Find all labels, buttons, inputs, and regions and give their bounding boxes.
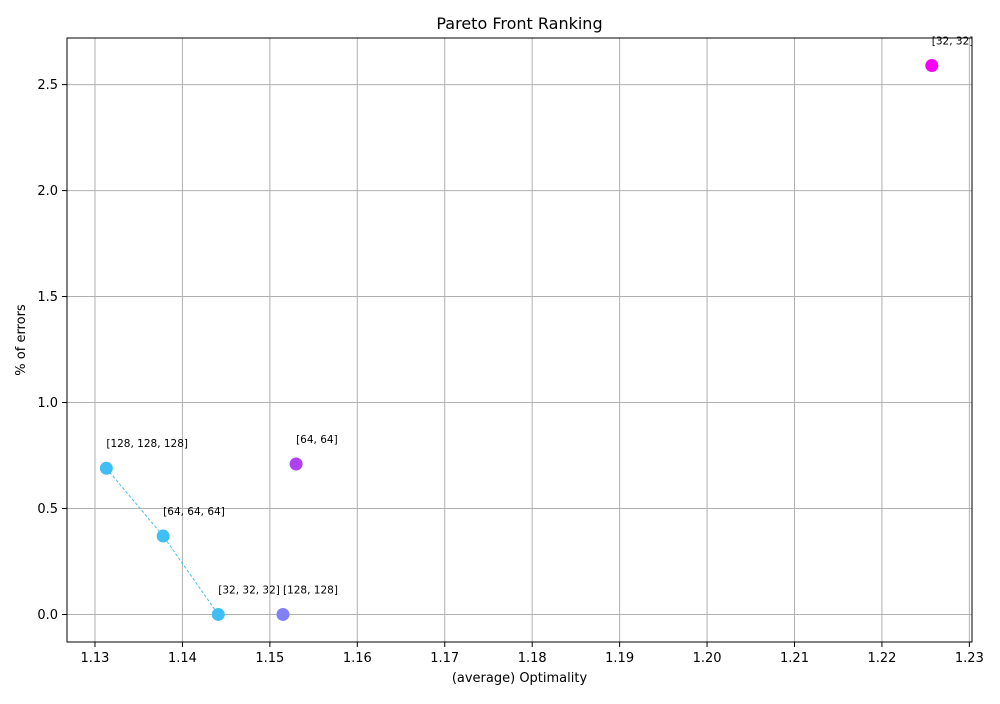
point-annotation: [64, 64, 64] (163, 506, 225, 518)
axes-frame (66, 37, 973, 643)
point-annotation: [64, 64] (296, 434, 338, 446)
x-axis-label: (average) Optimality (452, 671, 588, 686)
grid-layer (67, 38, 972, 642)
chart-title: Pareto Front Ranking (436, 14, 602, 33)
x-tick-label: 1.15 (255, 651, 284, 666)
x-tick-label: 1.21 (780, 651, 809, 666)
y-axis-label: % of errors (14, 304, 29, 376)
point-annotation: [32, 32, 32] (218, 584, 280, 596)
y-tick-label: 1.0 (37, 396, 58, 411)
y-tick-label: 2.0 (37, 184, 58, 199)
scatter-point (276, 607, 290, 621)
scatter-point (925, 59, 939, 73)
x-tick-label: 1.13 (81, 651, 110, 666)
y-tick-label: 2.5 (37, 78, 58, 93)
y-tick-label: 0.0 (37, 608, 58, 623)
front-line-layer (105, 467, 219, 615)
scatter-point (289, 457, 303, 471)
point-annotation: [128, 128, 128] (106, 438, 188, 450)
x-tick-label: 1.22 (867, 651, 896, 666)
scatter-point (99, 461, 113, 475)
x-tick-label: 1.20 (693, 651, 722, 666)
x-tick-label: 1.19 (605, 651, 634, 666)
y-tick-label: 0.5 (37, 502, 58, 517)
annotations-layer: [128, 128, 128][64, 64, 64][32, 32, 32][… (106, 36, 973, 597)
point-annotation: [32, 32] (932, 36, 974, 48)
scatter-point (211, 607, 225, 621)
x-tick-label: 1.23 (955, 651, 984, 666)
x-tick-label: 1.18 (518, 651, 547, 666)
y-tick-label: 1.5 (37, 290, 58, 305)
point-annotation: [128, 128] (283, 584, 338, 596)
x-tick-label: 1.14 (168, 651, 197, 666)
points-layer (99, 59, 939, 621)
x-tick-label: 1.16 (343, 651, 372, 666)
pareto-front-line (105, 467, 219, 615)
scatter-point (156, 529, 170, 543)
ticks-layer: 1.13 1.14 1.15 1.16 1.17 1.18 1.19 1.20 1.21 1.22… (37, 78, 984, 666)
x-tick-label: 1.17 (430, 651, 459, 666)
